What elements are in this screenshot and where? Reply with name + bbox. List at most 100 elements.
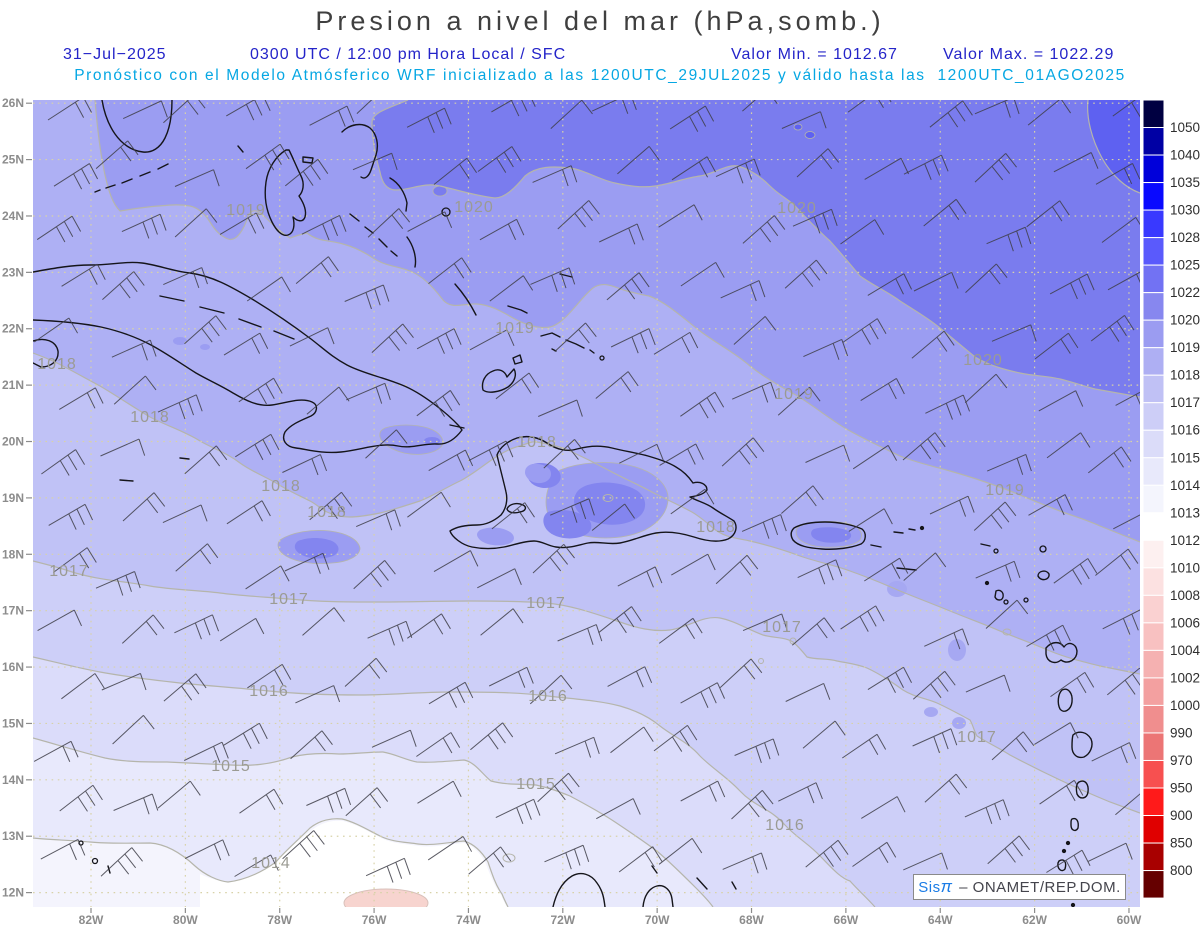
wind-barb [290, 730, 333, 760]
wind-barb [122, 100, 168, 120]
coastline [94, 145, 244, 193]
wind-barb [470, 722, 514, 751]
wind-barb [1101, 216, 1140, 243]
wind-barb [480, 608, 524, 636]
isobar-labels: 1019 1020 1020 1020 1019 1019 1019 1018 1018 1018… [37, 199, 1025, 872]
wind-barb [532, 165, 578, 187]
isobar-value-label: 1017 [49, 563, 89, 580]
coastline [119, 457, 190, 482]
wind-barb [864, 157, 910, 180]
wind-barb [537, 772, 580, 803]
coastlines [33, 100, 1093, 907]
island-dot [1039, 545, 1047, 553]
isobar-line [33, 352, 1140, 675]
isobar-value-label: 1016 [528, 688, 568, 705]
coastline [540, 332, 595, 354]
colorbar-tick-label: 850 [1170, 836, 1193, 851]
colorbar-tick-label: 1028 [1170, 230, 1200, 245]
colorbar-cell [1142, 319, 1165, 349]
wind-barb [973, 501, 1017, 531]
colorbar-cell [1142, 649, 1165, 679]
wind-barb [477, 568, 522, 589]
wind-barb [680, 261, 725, 287]
wind-barb [111, 339, 157, 361]
isobar-value-label: 1018 [37, 356, 77, 373]
wind-barb [987, 454, 1032, 475]
wind-barb [301, 214, 347, 241]
isobar-value-label: 1018 [261, 478, 301, 495]
colorbar-cell [1142, 787, 1165, 817]
coastline [790, 521, 866, 550]
wind-barb [543, 439, 586, 469]
wind-barb [346, 382, 391, 404]
wind-barb [488, 666, 534, 688]
orographic-patches [173, 123, 966, 729]
coastline [101, 100, 173, 153]
colorbar-tick-label: 1012 [1170, 533, 1200, 548]
wind-barb [468, 440, 514, 467]
coastline [552, 872, 606, 907]
isobar-band [1087, 100, 1140, 193]
pressure-minimum-blob [343, 888, 429, 907]
wind-barb [1027, 100, 1072, 126]
wind-barb [246, 276, 291, 302]
wind-barb [598, 223, 644, 245]
wind-barb [495, 372, 540, 400]
wind-barb [113, 375, 157, 405]
wind-barb [407, 211, 453, 232]
wind-barb [529, 674, 573, 705]
wind-barb [658, 617, 703, 644]
wind-barb [965, 674, 1011, 693]
wind-barb [59, 784, 103, 812]
wind-barb [407, 491, 451, 518]
colorbar-cell [1142, 567, 1165, 596]
wind-barbs [33, 100, 1140, 883]
colorbar-cell [1142, 237, 1165, 266]
coastline [159, 295, 295, 340]
wind-barb [1090, 314, 1135, 342]
wind-barb [223, 332, 269, 356]
wind-barb [1049, 273, 1095, 300]
wind-barb [122, 492, 166, 522]
wind-barb [1026, 624, 1071, 651]
wind-barb [842, 318, 887, 345]
wind-barb [468, 846, 512, 875]
isobar-value-label: 1019 [985, 482, 1025, 499]
wind-barb [1046, 432, 1091, 459]
wind-barb [102, 271, 145, 300]
wind-barb [840, 219, 885, 245]
pressure-patch [432, 185, 448, 197]
isobar-value-label: 1020 [963, 352, 1003, 369]
wind-barb [924, 773, 968, 803]
colorbar-cell [1142, 842, 1165, 872]
wind-barb [554, 322, 597, 352]
wind-barb [617, 145, 660, 175]
wind-barb [1053, 152, 1099, 173]
coastline [1037, 570, 1050, 581]
longitude-axis: 82W 80W 78W 76W 74W 72W 70W 68W 66W 64W 62W 60W [79, 908, 1142, 927]
isobar-value-label: 1020 [777, 200, 817, 217]
colorbar-cell [1142, 402, 1165, 431]
wind-barb [544, 844, 590, 870]
wind-barb [722, 852, 768, 874]
coastline [449, 424, 465, 429]
wind-barb [289, 327, 335, 347]
coastline [33, 261, 463, 454]
isobar-value-label: 1019 [226, 202, 266, 219]
wind-barb [618, 846, 663, 873]
coastline [512, 354, 523, 365]
wind-barb [595, 371, 639, 399]
wind-barb [864, 557, 909, 582]
coastline [642, 884, 674, 907]
wind-barb [1050, 671, 1095, 698]
colorbar-tick-label: 950 [1170, 781, 1193, 796]
wind-barb [162, 504, 208, 524]
wind-barb [219, 617, 265, 642]
wind-barb [491, 502, 535, 530]
coastline [107, 865, 737, 890]
wind-barb [903, 852, 948, 871]
colorbar-tick-label: 1000 [1170, 698, 1200, 713]
island-dot [441, 207, 451, 217]
credit-badge: Sis π – ONAMET/REP.DOM. [913, 874, 1126, 900]
